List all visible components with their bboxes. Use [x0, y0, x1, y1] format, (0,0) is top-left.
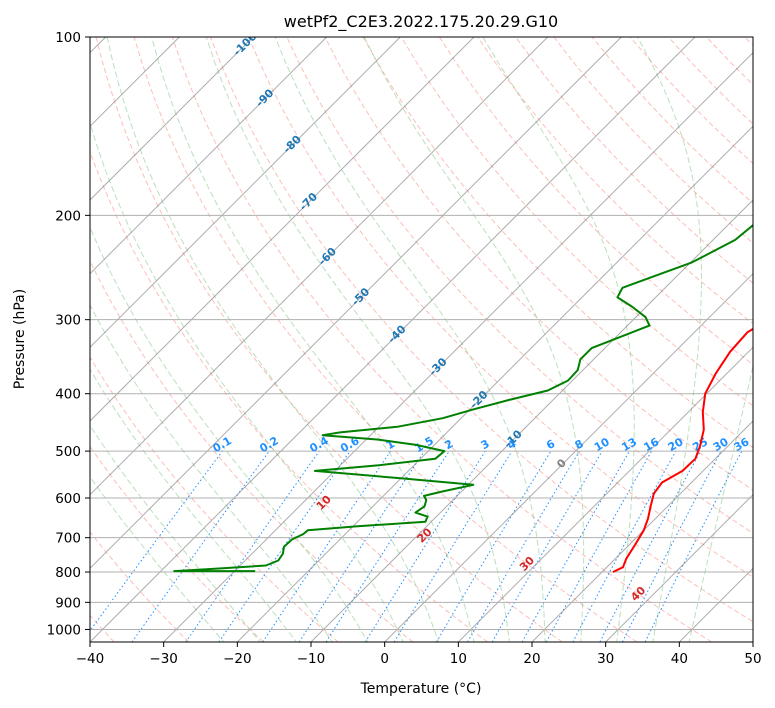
y-tick-label: 300 — [55, 313, 81, 329]
x-tick-label: 10 — [450, 651, 467, 667]
y-tick-label: 900 — [55, 595, 81, 611]
mixing-ratio-lines — [90, 450, 743, 642]
mixing-ratio-line — [298, 450, 425, 642]
x-tick-label: −20 — [223, 651, 252, 667]
pressure-gridlines — [90, 37, 753, 630]
y-tick-label: 600 — [55, 491, 81, 507]
mixing-ratio-line — [131, 450, 270, 642]
dry-adiabat — [133, 37, 638, 642]
x-tick-label: −40 — [76, 651, 105, 667]
moist-adiabat — [90, 368, 297, 642]
dry-adiabat — [90, 356, 339, 642]
dry-adiabat — [438, 37, 753, 366]
x-tick-label: 40 — [671, 651, 688, 667]
isotherm-line — [90, 37, 328, 275]
dry-adiabat — [400, 37, 753, 407]
isotherms — [90, 37, 753, 642]
y-tick-label: 1000 — [47, 622, 81, 638]
mixing-ratio-line — [393, 450, 513, 642]
x-tick-label: 0 — [380, 651, 389, 667]
y-axis-label: Pressure (hPa) — [12, 289, 28, 389]
y-tick-label: 500 — [55, 444, 81, 460]
isotherm-line — [457, 346, 753, 642]
moist-adiabat — [205, 37, 510, 642]
isotherm-line — [90, 37, 475, 422]
mixing-ratio-line — [325, 450, 450, 642]
isotherm-line — [384, 272, 753, 642]
y-tick-label: 200 — [55, 208, 81, 224]
mixing-ratio-line — [218, 450, 351, 642]
dry-adiabat — [90, 445, 264, 642]
isotherm-line — [605, 493, 753, 642]
isotherm-line — [531, 420, 753, 642]
plot-frame — [89, 36, 754, 643]
moist-adiabat — [151, 37, 475, 642]
isotherm-line — [236, 125, 753, 642]
dewpoint-line — [173, 223, 753, 573]
isotherm-line — [90, 37, 622, 570]
dry-adiabat — [248, 37, 753, 578]
mixing-ratio-line — [185, 450, 320, 642]
isotherm-line — [90, 37, 401, 349]
isotherm-line — [90, 37, 696, 642]
sounding-series — [173, 223, 753, 573]
dry-adiabats — [90, 37, 753, 642]
dry-adiabat — [324, 37, 753, 491]
y-axis-ticks: 100 200 300 400 500 600 700 800 900 1000 — [47, 30, 90, 638]
x-axis-label: Temperature (°C) — [360, 681, 482, 697]
dry-adiabat — [171, 37, 712, 642]
dry-adiabat — [90, 150, 488, 642]
mixing-ratio-line — [545, 450, 653, 642]
mixing-ratio-line — [90, 450, 223, 632]
x-tick-label: −30 — [149, 651, 178, 667]
plot-area: -100-90-80-70-60-50-40-30-20-100.1 0.2 0.4… — [90, 37, 753, 642]
isotherm-line — [90, 37, 549, 496]
y-tick-label: 700 — [55, 531, 81, 547]
y-tick-label: 800 — [55, 565, 81, 581]
x-tick-label: −10 — [297, 651, 326, 667]
moist-adiabat — [363, 37, 585, 642]
y-tick-label: 100 — [55, 30, 81, 46]
x-tick-label: 30 — [597, 651, 614, 667]
mixing-ratio-line — [572, 450, 677, 642]
moist-adiabat — [482, 37, 635, 642]
mixing-ratio-line — [644, 450, 743, 642]
dry-adiabat — [90, 531, 190, 642]
isotherm-line — [163, 51, 753, 642]
mixing-ratio-line — [262, 450, 392, 642]
isotherm-line — [90, 37, 254, 201]
dry-adiabat — [515, 37, 753, 284]
dry-adiabat — [95, 37, 563, 642]
moist-adiabat — [274, 37, 546, 642]
x-tick-label: 20 — [523, 651, 540, 667]
dry-adiabat — [210, 37, 753, 623]
x-axis-ticks: −40 −30 −20 −10 0 10 20 30 40 50 — [76, 642, 762, 667]
x-tick-label: 50 — [744, 651, 761, 667]
temperature-line — [612, 327, 753, 573]
mixing-ratio-line — [521, 450, 630, 642]
y-tick-label: 400 — [55, 387, 81, 403]
chart-title: wetPf2_C2E3.2022.175.20.29.G10 — [284, 12, 558, 32]
